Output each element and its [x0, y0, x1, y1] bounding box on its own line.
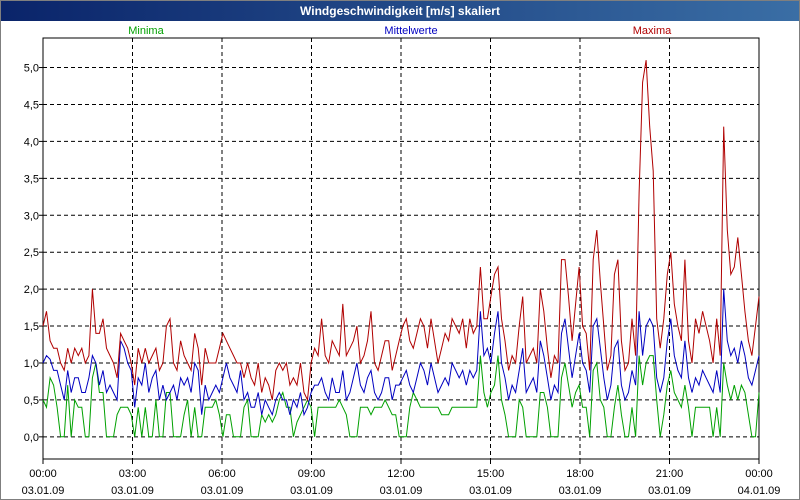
x-tick-date: 03.01.09 [469, 485, 512, 497]
x-tick-time: 18:00 [566, 468, 594, 480]
x-tick-time: 00:00 [745, 468, 773, 480]
y-tick-label: 3,5 [24, 173, 39, 185]
x-tick-date: 03.01.09 [201, 485, 244, 497]
grid [43, 38, 759, 459]
legend-label-mittelwerte: Mittelwerte [384, 25, 437, 37]
y-tick-label: 1,0 [24, 358, 39, 370]
wind-speed-chart: 0,00,51,01,52,02,53,03,54,04,55,0 00:000… [22, 25, 781, 497]
y-tick-label: 3,0 [24, 210, 39, 222]
y-tick-label: 4,0 [24, 136, 39, 148]
x-tick-time: 03:00 [119, 468, 147, 480]
x-tick-date: 03.01.09 [380, 485, 423, 497]
y-tick-label: 2,5 [24, 247, 39, 259]
y-tick-label: 0,0 [24, 432, 39, 444]
x-tick-time: 12:00 [387, 468, 415, 480]
x-tick-date: 04.01.09 [738, 485, 781, 497]
y-tick-label: 0,5 [24, 395, 39, 407]
x-tick-date: 03.01.09 [290, 485, 333, 497]
title-bar: Windgeschwindigkeit [m/s] skaliert [1, 1, 799, 21]
x-tick-date: 03.01.09 [22, 485, 65, 497]
series-line-maxima [42, 60, 760, 402]
y-tick-label: 2,0 [24, 284, 39, 296]
window-title: Windgeschwindigkeit [m/s] skaliert [300, 4, 500, 18]
series-line-minima [42, 355, 760, 438]
x-tick-time: 00:00 [29, 468, 57, 480]
series-lines [42, 60, 760, 438]
x-tick-time: 06:00 [208, 468, 236, 480]
y-tick-label: 5,0 [24, 63, 39, 75]
legend-label-maxima: Maxima [633, 25, 672, 37]
y-tick-label: 1,5 [24, 321, 39, 333]
x-tick-time: 15:00 [477, 468, 505, 480]
x-tick-date: 03.01.09 [559, 485, 602, 497]
y-axis: 0,0 0,5 1,0 1,5 2,0 2,5 3,0 3,5 4,0 4,5 5,0 [24, 63, 43, 444]
x-tick-date: 03.01.09 [111, 485, 154, 497]
x-tick-date: 03.01.09 [648, 485, 691, 497]
y-tick-label: 4,5 [24, 99, 39, 111]
x-axis: 00:00 03.01.09 03:00 03.01.09 06:00 03.01.09 0… [22, 459, 781, 497]
x-tick-time: 21:00 [656, 468, 684, 480]
legend-label-minima: Minima [128, 25, 164, 37]
legend: Minima Mittelwerte Maxima [128, 25, 672, 37]
x-tick-time: 09:00 [298, 468, 326, 480]
series-line-mittelwerte [42, 289, 760, 417]
